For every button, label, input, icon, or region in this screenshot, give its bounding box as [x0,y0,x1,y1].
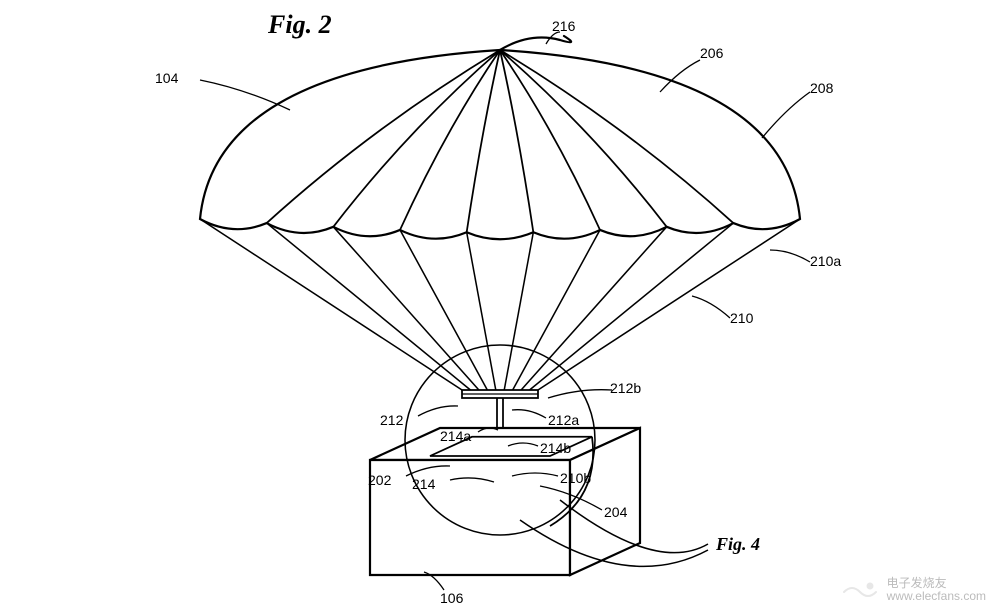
ref-label-210b: 210b [560,470,591,486]
ref-label-214: 214 [412,476,435,492]
ref-label-216: 216 [552,18,575,34]
ref-label-210a: 210a [810,253,841,269]
watermark-line2: www.elecfans.com [887,590,986,603]
ref-label-206: 206 [700,45,723,61]
ref-label-212a: 212a [548,412,579,428]
ref-label-104: 104 [155,70,178,86]
ref-label-106: 106 [440,590,463,606]
figure-title: Fig. 2 [268,10,332,40]
ref-label-202: 202 [368,472,391,488]
ref-label-210: 210 [730,310,753,326]
patent-figure [0,0,996,610]
ref-label-212b: 212b [610,380,641,396]
ref-label-204: 204 [604,504,627,520]
figure-crossref: Fig. 4 [716,534,760,555]
ref-label-214b: 214b [540,440,571,456]
ref-label-208: 208 [810,80,833,96]
ref-label-214a: 214a [440,428,471,444]
watermark: 电子发烧友 www.elecfans.com [839,576,986,604]
ref-label-212: 212 [380,412,403,428]
